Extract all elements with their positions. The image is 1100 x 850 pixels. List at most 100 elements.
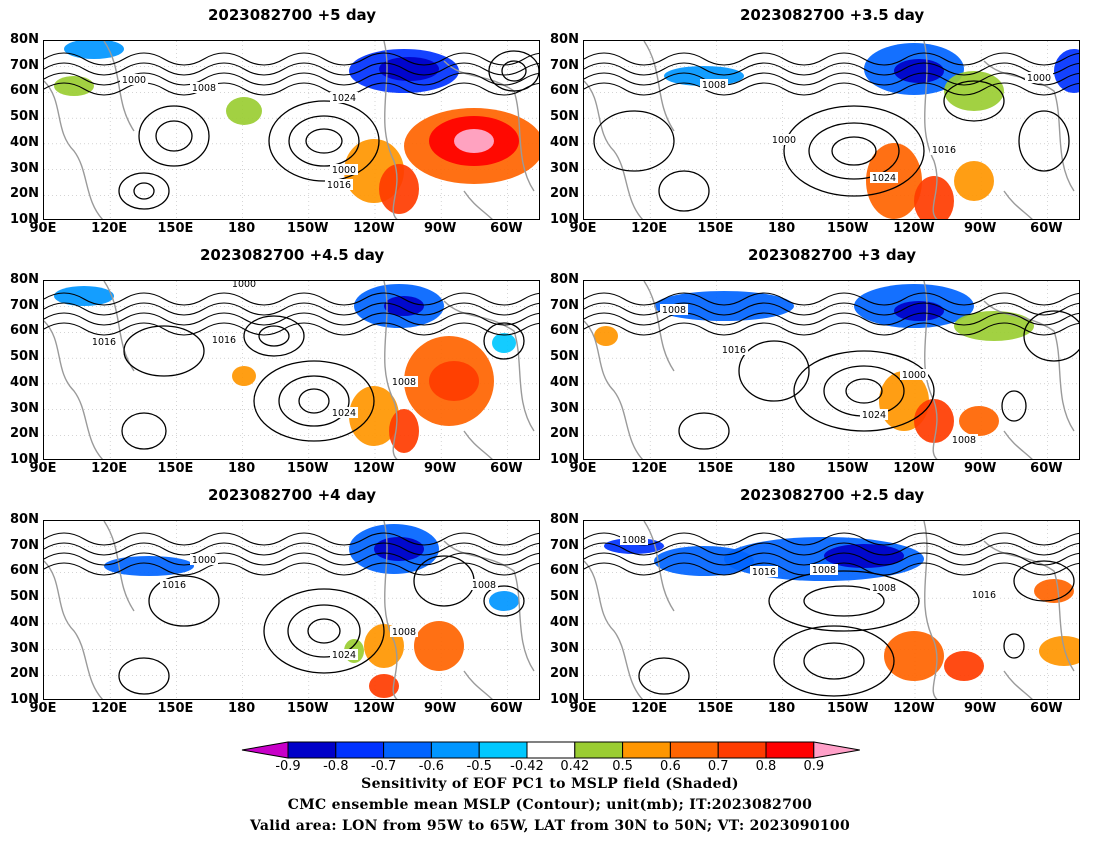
colorbar-segment [526, 741, 576, 759]
lon-label: 180 [768, 701, 796, 716]
contour-label: 1024 [332, 650, 356, 661]
lat-label: 60N [550, 83, 579, 99]
map-canvas-5: 1016 1024 1008 1000 1008 [44, 521, 539, 699]
lon-label: 120W [893, 221, 935, 236]
lon-label: 150W [287, 461, 329, 476]
lon-label: 120E [91, 461, 128, 476]
lon-label: 180 [228, 221, 256, 236]
lat-label: 80N [550, 32, 579, 47]
lat-label: 80N [10, 512, 39, 527]
contour-label: 1008 [872, 583, 896, 594]
caption-line-3: Valid area: LON from 95W to 65W, LAT fro… [249, 818, 851, 834]
colorbar-label: 0.8 [755, 759, 777, 774]
contour-label: 1000 [332, 165, 356, 176]
colorbar-label: -0.42 [510, 759, 544, 774]
lon-label: 150E [157, 461, 194, 476]
contour-label: 1008 [702, 80, 726, 91]
lon-label: 150E [697, 701, 734, 716]
lat-label: 40N [10, 614, 39, 630]
contour-label: 1024 [872, 173, 896, 184]
panel-title-6: 2023082700 +2.5 day [740, 486, 925, 504]
colorbar-high-extend [813, 741, 860, 759]
colorbar-segment [335, 741, 385, 759]
colorbar-segment [622, 741, 671, 759]
lat-label: 10N [550, 212, 579, 227]
lat-label: 70N [550, 57, 579, 73]
lon-label: 90E [29, 701, 57, 716]
lon-label: 90W [423, 461, 457, 476]
lon-label: 120W [353, 701, 395, 716]
lon-label: 120W [353, 461, 395, 476]
contour-label: 1016 [752, 567, 776, 578]
contour-label: 1008 [472, 580, 496, 591]
colorbar-label: -0.7 [370, 759, 397, 774]
lat-label: 20N [10, 186, 39, 202]
lon-label: 150W [287, 701, 329, 716]
contour-label: 1024 [862, 410, 886, 421]
lat-label: 20N [10, 666, 39, 682]
lon-label: 150W [827, 221, 869, 236]
lat-label: 80N [10, 272, 39, 287]
lat-label: 50N [10, 589, 39, 605]
lat-label: 40N [10, 134, 39, 150]
lat-label: 30N [10, 160, 39, 176]
lon-label: 90E [29, 461, 57, 476]
lat-label: 50N [550, 349, 579, 365]
lat-label: 40N [550, 374, 579, 390]
panel-title-1: 2023082700 +5 day [208, 6, 376, 24]
lat-label: 80N [10, 32, 39, 47]
lat-label: 20N [550, 426, 579, 442]
lon-label: 150E [157, 701, 194, 716]
lon-label: 120W [893, 701, 935, 716]
map-canvas-1: 1024 1008 1016 1000 1000 [44, 41, 539, 219]
lon-label: 60W [490, 221, 523, 236]
lon-label: 180 [228, 701, 256, 716]
map-canvas-6: 1008 1016 1008 1008 1016 [584, 521, 1079, 699]
lon-label: 120E [91, 221, 128, 236]
lat-label: 30N [10, 400, 39, 416]
lat-label: 10N [10, 692, 39, 707]
contour-label: 1016 [972, 590, 996, 601]
lat-label: 70N [550, 537, 579, 553]
contour-label: 1016 [92, 337, 116, 348]
contour-label: 1016 [212, 335, 236, 346]
map-panel-3: 1016 1024 1008 1000 1016 [43, 280, 540, 460]
colorbar-segment [574, 741, 624, 759]
lat-label: 60N [10, 563, 39, 579]
contour-label: 1024 [332, 408, 356, 419]
lat-label: 40N [10, 374, 39, 390]
lat-label: 60N [10, 323, 39, 339]
lat-label: 60N [550, 323, 579, 339]
lon-label: 60W [1030, 701, 1063, 716]
caption-line-1: Sensitivity of EOF PC1 to MSLP field (Sh… [361, 776, 739, 792]
lon-label: 90E [569, 221, 597, 236]
colorbar-segment [478, 741, 528, 759]
lon-label: 60W [1030, 461, 1063, 476]
lat-label: 40N [550, 614, 579, 630]
lon-label: 180 [768, 221, 796, 236]
lat-label: 40N [550, 134, 579, 150]
lat-label: 60N [10, 83, 39, 99]
lat-label: 50N [550, 109, 579, 125]
lat-label: 30N [10, 640, 39, 656]
contour-label: 1016 [722, 345, 746, 356]
lat-label: 30N [550, 640, 579, 656]
colorbar-segment [383, 741, 432, 759]
map-panel-2: 1008 1000 1024 1016 1000 [583, 40, 1080, 220]
colorbar-segment [717, 741, 767, 759]
contour-label: 1008 [812, 565, 836, 576]
colorbar-label: 0.42 [560, 759, 590, 774]
colorbar-label: -0.5 [466, 759, 492, 774]
panel-title-2: 2023082700 +3.5 day [740, 6, 925, 24]
lon-label: 90W [963, 221, 997, 236]
contour-label: 1024 [332, 93, 356, 104]
colorbar-label: -0.9 [275, 759, 301, 774]
panel-title-3: 2023082700 +4.5 day [200, 246, 385, 264]
lon-label: 90E [569, 701, 597, 716]
contour-label: 1008 [392, 627, 416, 638]
lon-label: 60W [1030, 221, 1063, 236]
map-panel-1: 1024 1008 1016 1000 1000 [43, 40, 540, 220]
lon-label: 150W [827, 701, 869, 716]
lon-label: 120E [91, 701, 128, 716]
lat-label: 30N [550, 160, 579, 176]
